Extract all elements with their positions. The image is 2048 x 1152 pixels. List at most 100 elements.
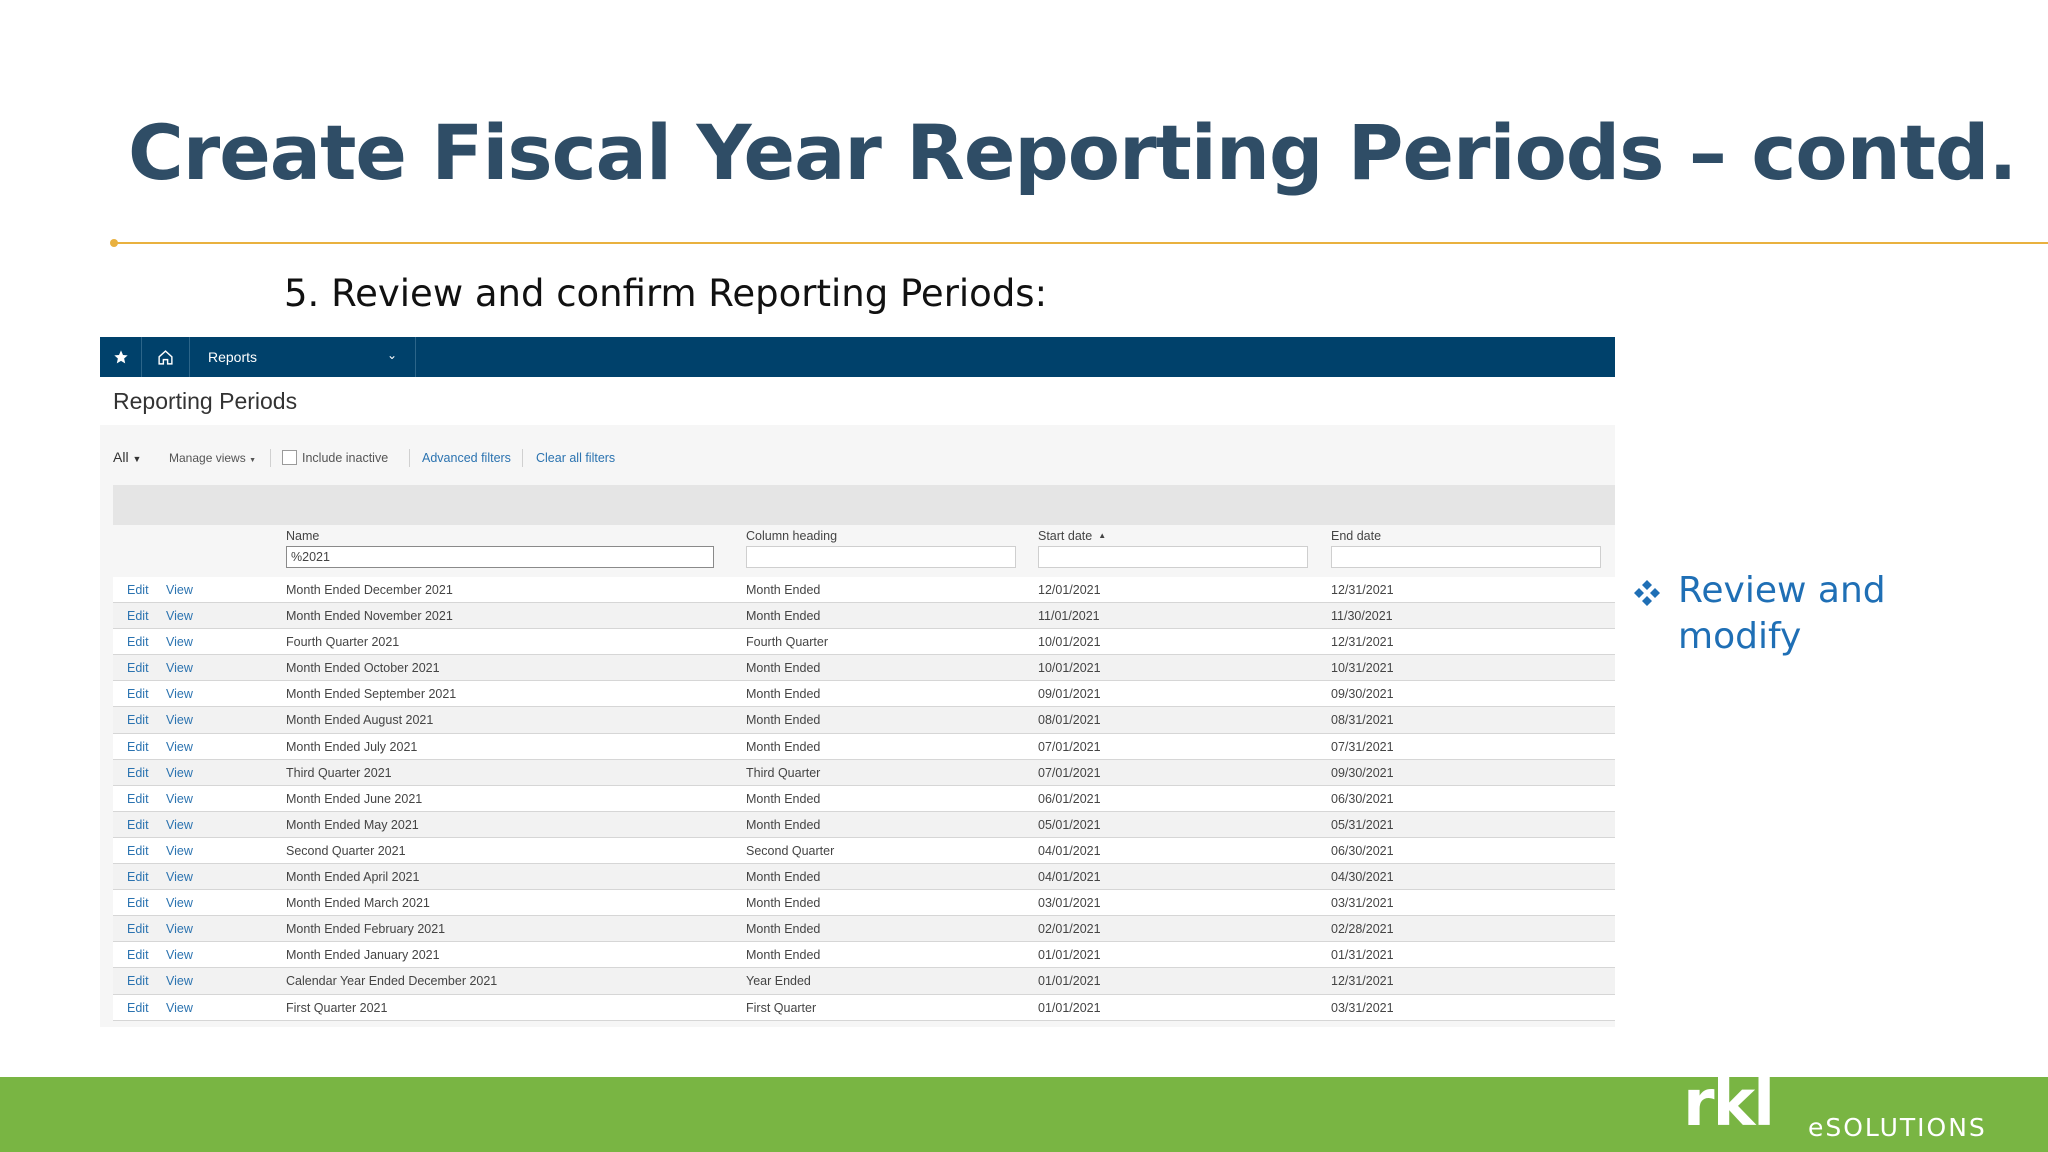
cell-end-date: 08/31/2021 bbox=[1331, 713, 1394, 728]
edit-link[interactable]: Edit bbox=[127, 922, 149, 937]
nav-reports-label: Reports bbox=[208, 349, 258, 365]
view-link[interactable]: View bbox=[166, 791, 193, 806]
filter-separator bbox=[522, 449, 523, 467]
cell-start-date: 07/01/2021 bbox=[1038, 739, 1101, 754]
manage-views-menu[interactable]: Manage views ▼ bbox=[169, 451, 256, 465]
page-header: Reporting Periods bbox=[100, 377, 1615, 425]
end-date-filter-input[interactable] bbox=[1331, 546, 1601, 568]
view-link[interactable]: View bbox=[166, 843, 193, 858]
view-link[interactable]: View bbox=[166, 713, 193, 728]
view-link[interactable]: View bbox=[166, 896, 193, 911]
view-link[interactable]: View bbox=[166, 817, 193, 832]
view-link[interactable]: View bbox=[166, 974, 193, 989]
cell-column-heading: Month Ended bbox=[746, 870, 821, 885]
cell-start-date: 11/01/2021 bbox=[1038, 609, 1100, 624]
edit-link[interactable]: Edit bbox=[127, 817, 149, 832]
edit-link[interactable]: Edit bbox=[127, 948, 149, 963]
cell-column-heading: Month Ended bbox=[746, 661, 821, 676]
name-filter-input[interactable]: %2021 bbox=[286, 546, 714, 568]
nav-favorites-button[interactable] bbox=[100, 337, 142, 377]
view-link[interactable]: View bbox=[166, 609, 193, 624]
edit-link[interactable]: Edit bbox=[127, 896, 149, 911]
table-row: Edit View Month Ended August 2021 Month End… bbox=[113, 707, 1615, 734]
table-row: Edit View Month Ended September 2021 Month … bbox=[113, 681, 1615, 708]
table-row: Edit View Fourth Quarter 2021 Fourth Quarte… bbox=[113, 629, 1615, 656]
column-header-end-date[interactable]: End date bbox=[1331, 529, 1382, 543]
edit-link[interactable]: Edit bbox=[127, 843, 149, 858]
cell-start-date: 12/01/2021 bbox=[1038, 583, 1101, 597]
edit-link[interactable]: Edit bbox=[127, 765, 149, 780]
view-link[interactable]: View bbox=[166, 583, 193, 597]
cell-start-date: 07/01/2021 bbox=[1038, 765, 1101, 780]
view-link[interactable]: View bbox=[166, 1000, 193, 1015]
cell-start-date: 03/01/2021 bbox=[1038, 896, 1101, 911]
clear-all-filters-link[interactable]: Clear all filters bbox=[536, 451, 616, 465]
nav-reports-menu[interactable]: Reports ⌄ bbox=[190, 337, 416, 377]
cell-name: Month Ended September 2021 bbox=[286, 687, 457, 702]
cell-end-date: 01/31/2021 bbox=[1331, 948, 1394, 963]
heading-filter-input[interactable] bbox=[746, 546, 1016, 568]
table-row: Edit View Month Ended June 2021 Month Ended… bbox=[113, 785, 1615, 812]
edit-link[interactable]: Edit bbox=[127, 609, 149, 624]
view-link[interactable]: View bbox=[166, 948, 193, 963]
app-nav-bar: Reports ⌄ bbox=[100, 337, 1615, 377]
app-screenshot: Reports ⌄ Reporting Periods All ▼ Manage… bbox=[100, 337, 1615, 1027]
edit-link[interactable]: Edit bbox=[127, 870, 149, 885]
edit-link[interactable]: Edit bbox=[127, 739, 149, 754]
filter-separator bbox=[409, 449, 410, 467]
cell-start-date: 09/01/2021 bbox=[1038, 687, 1101, 702]
view-link[interactable]: View bbox=[166, 661, 193, 676]
column-header-start-date[interactable]: Start date ▲ bbox=[1038, 529, 1106, 543]
edit-link[interactable]: Edit bbox=[127, 791, 149, 806]
cell-start-date: 01/01/2021 bbox=[1038, 948, 1101, 963]
cell-start-date: 08/01/2021 bbox=[1038, 713, 1101, 728]
table-row: Edit View Month Ended November 2021 Month E… bbox=[113, 603, 1615, 630]
edit-link[interactable]: Edit bbox=[127, 713, 149, 728]
cell-end-date: 09/30/2021 bbox=[1331, 765, 1394, 780]
cell-name: Month Ended December 2021 bbox=[286, 583, 453, 597]
cell-column-heading: Month Ended bbox=[746, 687, 821, 702]
view-link[interactable]: View bbox=[166, 922, 193, 937]
cell-name: Month Ended February 2021 bbox=[286, 922, 446, 937]
include-inactive-checkbox[interactable] bbox=[282, 450, 297, 465]
start-date-filter-input[interactable] bbox=[1038, 546, 1308, 568]
edit-link[interactable]: Edit bbox=[127, 661, 149, 676]
view-link[interactable]: View bbox=[166, 635, 193, 650]
table-row: Edit View Second Quarter 2021 Second Quarte… bbox=[113, 837, 1615, 865]
view-link[interactable]: View bbox=[166, 870, 193, 885]
column-header-name[interactable]: Name bbox=[286, 529, 320, 543]
cell-column-heading: Month Ended bbox=[746, 583, 821, 597]
cell-column-heading: Month Ended bbox=[746, 922, 821, 937]
periods-table-body: Edit View Month Ended December 2021 Month E… bbox=[113, 577, 1615, 1021]
view-link[interactable]: View bbox=[166, 687, 193, 702]
cell-end-date: 09/30/2021 bbox=[1331, 687, 1394, 702]
cell-column-heading: Month Ended bbox=[746, 817, 821, 832]
column-header-heading[interactable]: Column heading bbox=[746, 529, 838, 543]
cell-column-heading: Third Quarter bbox=[746, 765, 821, 780]
include-inactive-label[interactable]: Include inactive bbox=[302, 451, 389, 465]
star-icon bbox=[113, 350, 128, 364]
edit-link[interactable]: Edit bbox=[127, 687, 149, 702]
cell-name: Month Ended August 2021 bbox=[286, 713, 434, 728]
edit-link[interactable]: Edit bbox=[127, 635, 149, 650]
table-row: Edit View Month Ended May 2021 Month Ended 0… bbox=[113, 811, 1615, 838]
view-link[interactable]: View bbox=[166, 739, 193, 754]
table-row: Edit View Month Ended December 2021 Month E… bbox=[113, 577, 1615, 604]
edit-link[interactable]: Edit bbox=[127, 583, 149, 597]
cell-end-date: 07/31/2021 bbox=[1331, 739, 1394, 754]
cell-column-heading: Month Ended bbox=[746, 609, 821, 624]
sort-ascending-icon: ▲ bbox=[1098, 531, 1107, 540]
edit-link[interactable]: Edit bbox=[127, 974, 149, 989]
nav-home-button[interactable] bbox=[142, 337, 190, 377]
cell-end-date: 12/31/2021 bbox=[1331, 974, 1394, 989]
cell-column-heading: Month Ended bbox=[746, 896, 821, 911]
cell-start-date: 01/01/2021 bbox=[1038, 974, 1101, 989]
view-selector[interactable]: All ▼ bbox=[113, 449, 141, 465]
cell-column-heading: First Quarter bbox=[746, 1000, 817, 1015]
advanced-filters-link[interactable]: Advanced filters bbox=[422, 451, 511, 465]
view-link[interactable]: View bbox=[166, 765, 193, 780]
edit-link[interactable]: Edit bbox=[127, 1000, 149, 1015]
diamond-bullet-icon bbox=[1634, 580, 1660, 606]
chevron-down-icon: ⌄ bbox=[386, 348, 397, 362]
cell-name: Calendar Year Ended December 2021 bbox=[286, 974, 498, 989]
